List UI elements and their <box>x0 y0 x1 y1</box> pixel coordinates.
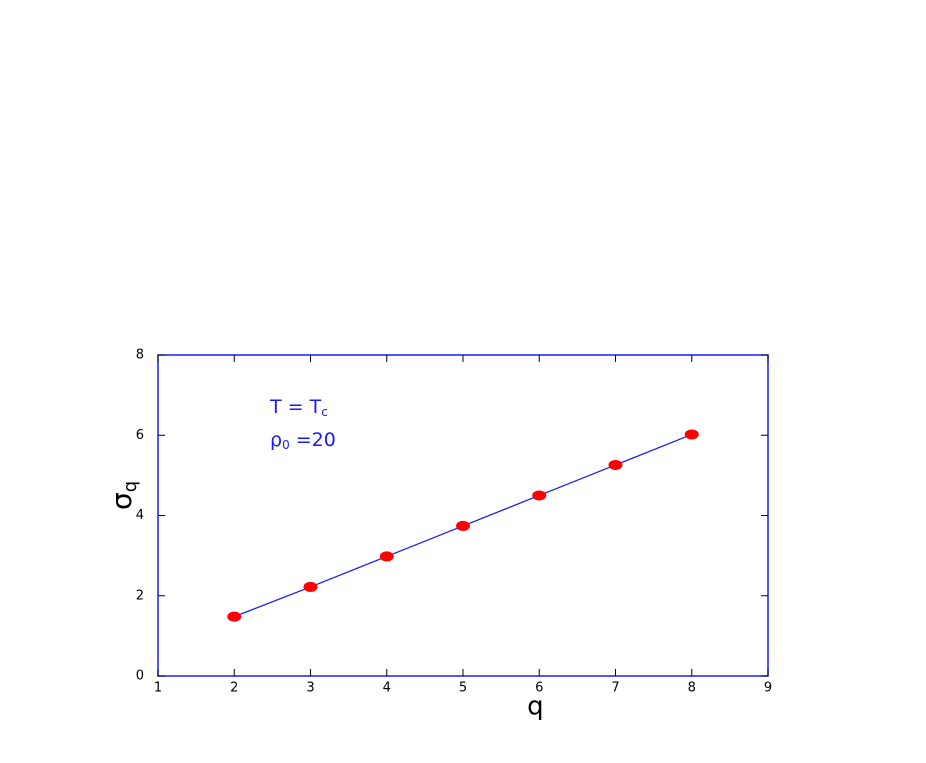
annotation-subscript: c <box>321 405 328 419</box>
data-point <box>303 581 318 592</box>
y-tick-label: 6 <box>136 428 144 443</box>
y-tick-label: 2 <box>136 588 144 603</box>
annotation-subscript: 0 <box>282 438 290 452</box>
data-point <box>227 611 242 622</box>
y-tick-label: 4 <box>136 508 144 523</box>
x-tick-label: 5 <box>459 681 467 696</box>
x-tick-label: 4 <box>383 681 391 696</box>
annotation-text: =20 <box>290 429 336 451</box>
annotation-text: T = T <box>269 396 322 418</box>
data-point <box>608 459 623 470</box>
annotation-text: ρ <box>270 429 282 451</box>
x-tick-label: 9 <box>764 681 772 696</box>
data-point <box>532 490 547 501</box>
x-tick-label: 6 <box>535 681 543 696</box>
y-tick-label: 0 <box>136 669 144 684</box>
y-axis-label-subscript: q <box>120 481 141 492</box>
x-tick-label: 2 <box>230 681 238 696</box>
x-tick-label: 1 <box>154 681 162 696</box>
y-tick-label: 8 <box>136 348 144 363</box>
data-point <box>379 551 394 562</box>
x-tick-label: 3 <box>306 681 314 696</box>
x-tick-label: 7 <box>611 681 619 696</box>
y-axis-label-symbol: σ <box>105 492 138 510</box>
x-tick-label: 8 <box>688 681 696 696</box>
data-point <box>684 429 699 440</box>
x-axis-label: q <box>527 692 544 722</box>
plot-frame <box>157 354 769 677</box>
annotation: ρ0 =20 <box>270 429 336 452</box>
y-axis-label: σq <box>105 481 141 510</box>
data-point <box>456 520 470 531</box>
annotation: T = Tc <box>269 396 328 419</box>
